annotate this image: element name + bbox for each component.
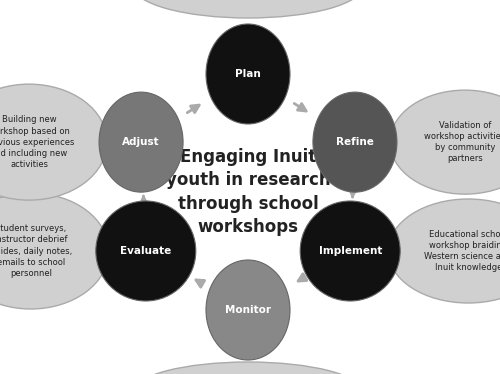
Text: Implement: Implement [318,246,382,256]
Ellipse shape [99,92,183,192]
Ellipse shape [0,84,107,200]
Text: Evaluate: Evaluate [120,246,172,256]
Ellipse shape [0,193,109,309]
Ellipse shape [388,199,500,303]
Text: Engaging Inuit
youth in research
through school
workshops: Engaging Inuit youth in research through… [166,148,330,236]
Ellipse shape [206,24,290,124]
Text: Adjust: Adjust [122,137,160,147]
Text: Validation of
workshop activities
by community
partners: Validation of workshop activities by com… [424,121,500,163]
Text: Refine: Refine [336,137,374,147]
Ellipse shape [390,90,500,194]
Text: Building new
workshop based on
previous experiences
and including new
activities: Building new workshop based on previous … [0,116,74,169]
Text: Plan: Plan [235,69,261,79]
Text: Monitor: Monitor [225,305,271,315]
Ellipse shape [206,260,290,360]
Ellipse shape [96,201,196,301]
Ellipse shape [300,201,400,301]
Ellipse shape [313,92,397,192]
Ellipse shape [133,362,363,374]
Ellipse shape [133,0,363,18]
Text: Educational school
workshop braiding
Western science and
Inuit knowledge: Educational school workshop braiding Wes… [424,230,500,272]
Text: Student surveys,
instructor debrief
guides, daily notes,
emails to school
person: Student surveys, instructor debrief guid… [0,224,72,278]
